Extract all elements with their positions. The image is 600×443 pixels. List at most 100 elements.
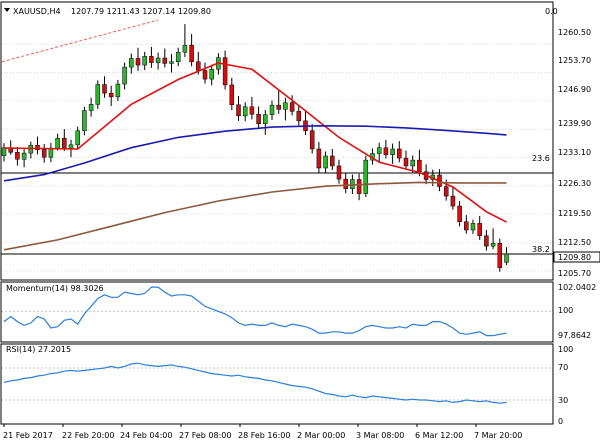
candle-body: [443, 186, 449, 197]
candle-body: [35, 144, 40, 151]
rsi-tick: 70: [558, 363, 568, 372]
time-label: 3 Mar 08:00: [356, 431, 404, 440]
candle-body: [497, 242, 503, 268]
current-price-label: 1209.80: [558, 253, 591, 262]
candle-body: [15, 152, 20, 160]
candle-body: [1, 147, 7, 156]
candle-body: [417, 159, 422, 172]
candle-body: [149, 56, 154, 63]
panel-frames: [0, 1, 554, 427]
current-price-tag: [553, 251, 600, 263]
momentum-plot: [1, 286, 553, 337]
time-label: 27 Feb 08:00: [179, 431, 231, 440]
candle-body: [55, 137, 60, 149]
rsi-plot: [1, 362, 553, 404]
candle-body: [309, 130, 315, 150]
candle-body: [289, 102, 295, 112]
price-tick: 1212.50: [558, 238, 591, 247]
candle-body: [316, 148, 322, 169]
rsi-tick: 0: [558, 417, 563, 426]
candle-body: [283, 102, 288, 110]
candle-body: [75, 130, 80, 146]
symbol-label: XAUUSD,H4: [13, 7, 61, 16]
panel-frame: [0, 1, 554, 281]
candle-body: [68, 144, 74, 149]
candle-body: [403, 157, 409, 167]
candle-body: [410, 159, 415, 167]
main-grid: [1, 43, 553, 272]
time-label: 7 Mar 20:00: [474, 431, 522, 440]
candle-body: [129, 58, 134, 68]
candle-body: [169, 61, 174, 64]
price-tick: 1239.90: [558, 119, 591, 128]
ohlc-values: 1207.79 1211.43 1207.14 1209.80: [71, 7, 211, 16]
price-tick: 1246.90: [558, 85, 591, 94]
candle-body: [470, 223, 476, 231]
price-tick: 1205.70: [558, 269, 591, 278]
candle-body: [242, 106, 248, 117]
candle-body: [155, 57, 161, 63]
rsi-title: RSI(14) 27.2015: [6, 345, 71, 354]
candle-body: [363, 159, 369, 194]
price-tick: 1219.50: [558, 209, 591, 218]
candle-body: [263, 114, 268, 125]
candle-body: [222, 57, 228, 86]
fib-label-38-2: 38.2: [532, 245, 550, 254]
panel-frame: [0, 343, 554, 425]
price-tick: 1260.50: [558, 28, 591, 37]
candle-body: [336, 165, 342, 180]
candle-body: [142, 56, 147, 66]
candle-body: [343, 178, 348, 189]
rsi-line: [3, 362, 507, 404]
candle-body: [504, 253, 509, 263]
price-tick: 1253.70: [558, 56, 591, 65]
candle-body: [21, 152, 27, 160]
time-label: 24 Feb 04:00: [120, 431, 172, 440]
candle-body: [256, 113, 261, 125]
momentum-line: [3, 286, 507, 337]
candle-body: [88, 104, 94, 111]
candle-body: [356, 179, 362, 194]
candle-body: [249, 106, 255, 115]
candle-body: [269, 104, 275, 115]
volume-value: 0.0: [545, 7, 558, 16]
candle-body: [175, 51, 181, 62]
candle-body: [464, 221, 469, 231]
panel-frame: [0, 281, 554, 343]
dropdown-triangle-icon[interactable]: [4, 8, 10, 12]
candle-body: [108, 92, 114, 98]
candle-body: [209, 68, 214, 80]
candle-body: [323, 155, 328, 169]
candle-body: [276, 104, 281, 110]
candle-body: [376, 147, 382, 154]
moving-average-brown: [3, 181, 507, 251]
candle-body: [196, 61, 201, 71]
candle-body: [484, 235, 489, 247]
time-label: 2 Mar 00:00: [297, 431, 345, 440]
candle-body: [477, 223, 482, 237]
candle-body: [229, 84, 235, 105]
trendlines: [1, 19, 159, 63]
momentum-tick: 100: [558, 306, 573, 315]
candle-body: [182, 44, 188, 53]
rsi-tick: 100: [558, 345, 573, 354]
time-label: 6 Mar 12:00: [415, 431, 463, 440]
trendline: [1, 19, 159, 63]
time-label: 28 Feb 16:00: [238, 431, 290, 440]
moving-averages: [3, 62, 507, 251]
fibonacci-lines: [1, 172, 553, 255]
candle-body: [457, 205, 462, 222]
candle-body: [390, 148, 395, 156]
candle-body: [122, 66, 127, 85]
candle-body: [162, 57, 168, 64]
rsi-tick: 30: [558, 396, 568, 405]
momentum-title: Momentum(14) 98.3026: [6, 284, 104, 293]
candle-body: [397, 148, 402, 159]
price-tick: 1226.30: [558, 179, 591, 188]
candle-body: [95, 84, 101, 105]
candle-body: [82, 110, 87, 132]
price-tick: 1233.10: [558, 148, 591, 157]
candle-body: [102, 84, 107, 94]
candle-body: [202, 70, 208, 80]
